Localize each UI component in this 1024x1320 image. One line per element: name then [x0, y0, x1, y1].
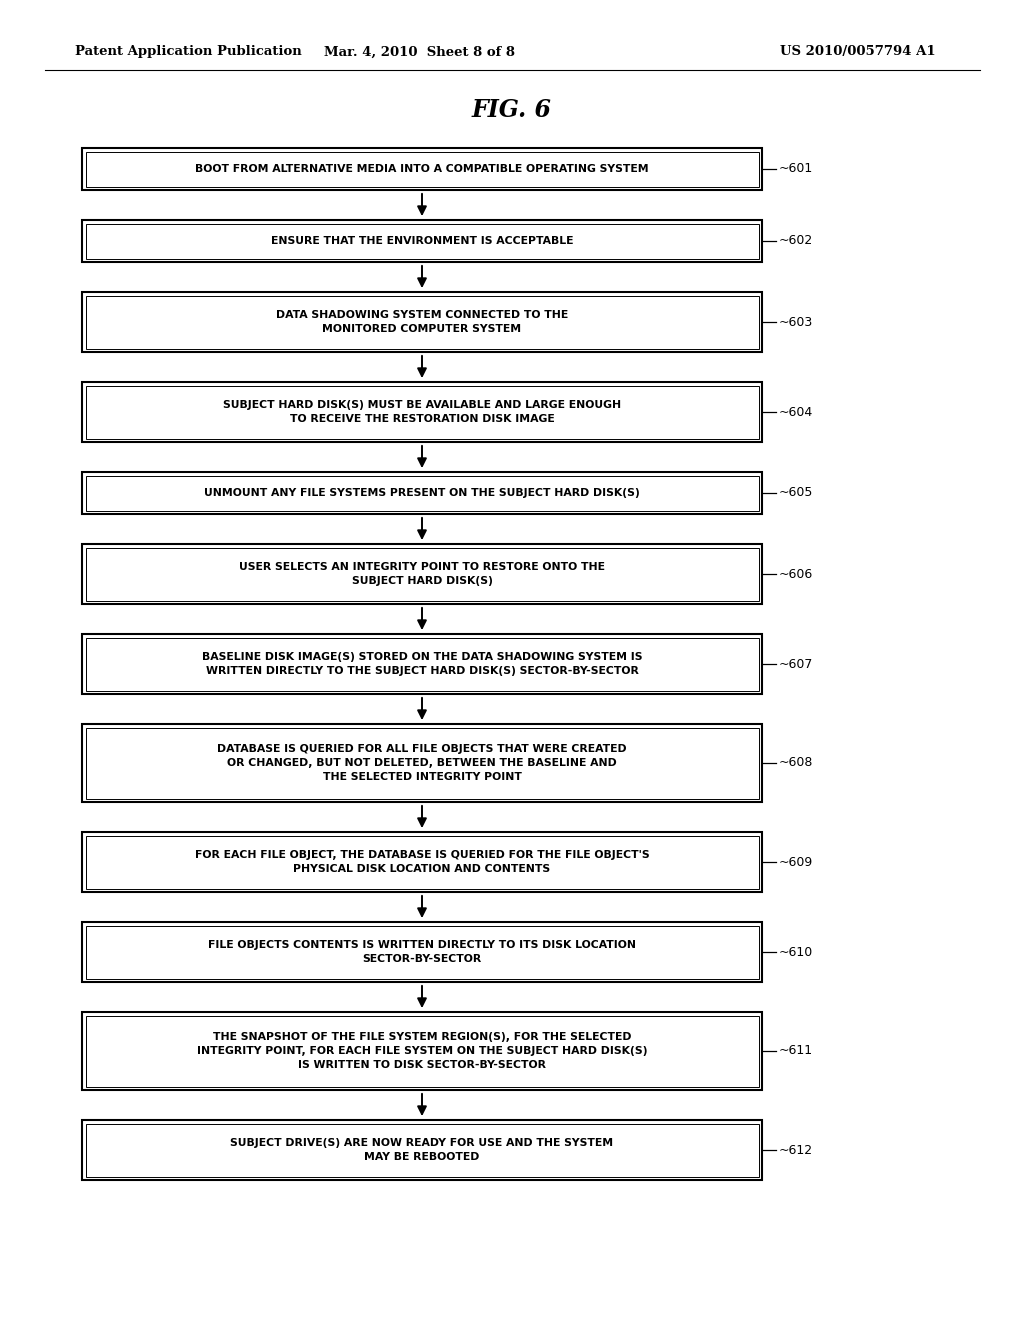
Bar [82, 292, 762, 352]
Bar [85, 836, 759, 888]
Bar [82, 1012, 762, 1090]
Bar [85, 152, 759, 186]
Bar [82, 832, 762, 892]
Text: ~605: ~605 [779, 487, 813, 499]
Bar [85, 925, 759, 978]
Text: SUBJECT HARD DISK(S) MUST BE AVAILABLE AND LARGE ENOUGH
TO RECEIVE THE RESTORATI: SUBJECT HARD DISK(S) MUST BE AVAILABLE A… [223, 400, 622, 424]
Bar [82, 723, 762, 803]
Bar [85, 1123, 759, 1176]
Bar [82, 634, 762, 694]
Text: THE SNAPSHOT OF THE FILE SYSTEM REGION(S), FOR THE SELECTED
INTEGRITY POINT, FOR: THE SNAPSHOT OF THE FILE SYSTEM REGION(S… [197, 1032, 647, 1069]
Text: USER SELECTS AN INTEGRITY POINT TO RESTORE ONTO THE
SUBJECT HARD DISK(S): USER SELECTS AN INTEGRITY POINT TO RESTO… [239, 562, 605, 586]
Bar [82, 1119, 762, 1180]
Text: ~603: ~603 [779, 315, 813, 329]
Bar [85, 727, 759, 799]
Bar [85, 1015, 759, 1086]
Text: ~606: ~606 [779, 568, 813, 581]
Text: UNMOUNT ANY FILE SYSTEMS PRESENT ON THE SUBJECT HARD DISK(S): UNMOUNT ANY FILE SYSTEMS PRESENT ON THE … [204, 488, 640, 498]
Text: ~612: ~612 [779, 1143, 813, 1156]
Text: ~608: ~608 [779, 756, 813, 770]
Text: FOR EACH FILE OBJECT, THE DATABASE IS QUERIED FOR THE FILE OBJECT'S
PHYSICAL DIS: FOR EACH FILE OBJECT, THE DATABASE IS QU… [195, 850, 649, 874]
Text: SUBJECT DRIVE(S) ARE NOW READY FOR USE AND THE SYSTEM
MAY BE REBOOTED: SUBJECT DRIVE(S) ARE NOW READY FOR USE A… [230, 1138, 613, 1162]
Bar [85, 475, 759, 511]
Text: ~602: ~602 [779, 235, 813, 248]
Text: BOOT FROM ALTERNATIVE MEDIA INTO A COMPATIBLE OPERATING SYSTEM: BOOT FROM ALTERNATIVE MEDIA INTO A COMPA… [196, 164, 649, 174]
Bar [82, 921, 762, 982]
Text: ENSURE THAT THE ENVIRONMENT IS ACCEPTABLE: ENSURE THAT THE ENVIRONMENT IS ACCEPTABL… [270, 236, 573, 246]
Text: ~610: ~610 [779, 945, 813, 958]
Text: ~601: ~601 [779, 162, 813, 176]
Bar [82, 544, 762, 605]
Text: FILE OBJECTS CONTENTS IS WRITTEN DIRECTLY TO ITS DISK LOCATION
SECTOR-BY-SECTOR: FILE OBJECTS CONTENTS IS WRITTEN DIRECTL… [208, 940, 636, 964]
Bar [85, 548, 759, 601]
Text: ~607: ~607 [779, 657, 813, 671]
Text: DATA SHADOWING SYSTEM CONNECTED TO THE
MONITORED COMPUTER SYSTEM: DATA SHADOWING SYSTEM CONNECTED TO THE M… [275, 310, 568, 334]
Text: ~604: ~604 [779, 405, 813, 418]
Bar [85, 296, 759, 348]
Bar [85, 385, 759, 438]
Text: FIG. 6: FIG. 6 [472, 98, 552, 121]
Text: BASELINE DISK IMAGE(S) STORED ON THE DATA SHADOWING SYSTEM IS
WRITTEN DIRECTLY T: BASELINE DISK IMAGE(S) STORED ON THE DAT… [202, 652, 642, 676]
Bar [82, 148, 762, 190]
Text: Mar. 4, 2010  Sheet 8 of 8: Mar. 4, 2010 Sheet 8 of 8 [325, 45, 515, 58]
Bar [85, 638, 759, 690]
Text: DATABASE IS QUERIED FOR ALL FILE OBJECTS THAT WERE CREATED
OR CHANGED, BUT NOT D: DATABASE IS QUERIED FOR ALL FILE OBJECTS… [217, 744, 627, 781]
Bar [85, 223, 759, 259]
Bar [82, 220, 762, 261]
Bar [82, 473, 762, 513]
Bar [82, 381, 762, 442]
Text: US 2010/0057794 A1: US 2010/0057794 A1 [780, 45, 936, 58]
Text: ~609: ~609 [779, 855, 813, 869]
Text: Patent Application Publication: Patent Application Publication [75, 45, 302, 58]
Text: ~611: ~611 [779, 1044, 813, 1057]
